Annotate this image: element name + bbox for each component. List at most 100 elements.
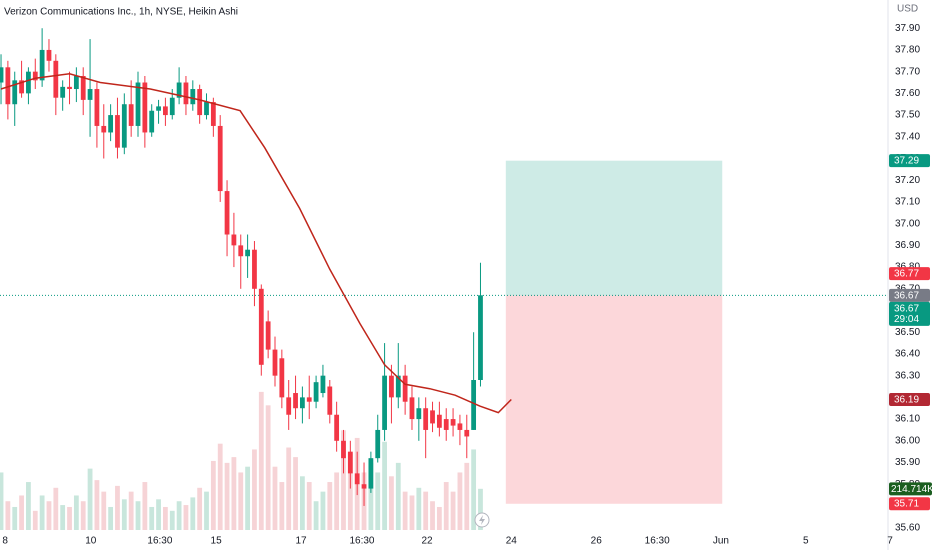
- y-tick-label: 35.60: [895, 522, 920, 533]
- x-tick-label: 16:30: [147, 536, 172, 547]
- price-tag-label: 35.71: [894, 499, 919, 510]
- candle-body: [32, 71, 38, 81]
- x-tick-label: 7: [887, 536, 893, 547]
- volume-bar: [457, 472, 463, 530]
- volume-bar: [156, 499, 161, 530]
- candle-body: [39, 49, 45, 81]
- candle-body: [163, 106, 168, 116]
- x-tick-label: 24: [506, 536, 518, 547]
- volume-bar: [121, 499, 127, 530]
- candle-body: [87, 89, 93, 100]
- volume-bar: [347, 453, 353, 530]
- candle-body: [101, 125, 107, 133]
- x-tick-label: 15: [211, 536, 223, 547]
- volume-bar: [258, 391, 264, 530]
- candle-body: [210, 102, 216, 126]
- x-tick-label: 26: [591, 536, 603, 547]
- candle-body: [423, 408, 429, 430]
- candle-body: [142, 82, 148, 133]
- candle-body: [478, 295, 483, 380]
- currency: USD: [897, 4, 918, 15]
- volume-bar: [149, 506, 155, 530]
- volume-bar: [73, 495, 79, 530]
- candle-body: [80, 76, 86, 100]
- candle-body: [279, 358, 285, 398]
- volume-bar: [94, 480, 100, 530]
- volume-tag-label: 214.714K: [891, 484, 932, 495]
- x-tick-label: 22: [421, 536, 433, 547]
- volume-bar: [210, 460, 216, 530]
- volume-bar: [272, 466, 278, 530]
- volume-bar: [464, 462, 470, 530]
- volume-bar: [46, 501, 52, 530]
- candle-body: [46, 49, 52, 61]
- price-tag-label: 37.29: [894, 156, 919, 167]
- candle-body: [471, 380, 477, 430]
- candle-body: [176, 82, 182, 98]
- candle-body: [450, 419, 456, 426]
- volume-bar: [478, 488, 483, 530]
- volume-bar: [279, 482, 285, 530]
- volume-bar: [231, 457, 237, 530]
- volume-bar: [115, 485, 120, 530]
- volume-bar: [423, 491, 429, 530]
- candle-body: [443, 419, 449, 430]
- candle-body: [135, 82, 141, 126]
- candle-body: [217, 125, 223, 192]
- volume-bar: [53, 487, 59, 530]
- volume-bar: [224, 462, 230, 530]
- volume-bar: [32, 510, 38, 530]
- icon-bolt: [479, 515, 485, 525]
- x-tick-label: 17: [295, 536, 307, 547]
- y-tick-label: 37.60: [895, 88, 920, 99]
- volume-bar: [252, 449, 257, 530]
- volume-bar: [402, 491, 408, 530]
- loss-zone: [505, 295, 723, 504]
- moving-average: [0, 73, 512, 414]
- candle-body: [12, 80, 18, 105]
- candle-body: [67, 86, 72, 90]
- candle-body: [156, 106, 161, 111]
- price-tag: [889, 267, 930, 281]
- price-tag-label: 36.67: [894, 303, 919, 314]
- candle-body: [416, 408, 422, 420]
- volume-bar: [443, 482, 449, 530]
- y-tick-label: 37.90: [895, 23, 920, 34]
- volume-bar: [135, 501, 141, 530]
- volume-bar: [368, 462, 374, 530]
- x-tick-label: 16:30: [645, 536, 670, 547]
- candle-body: [183, 82, 189, 105]
- price-tag-label: 36.67: [894, 290, 919, 301]
- replay-icon[interactable]: [474, 512, 490, 528]
- candle-body: [402, 375, 408, 402]
- volume-bar: [204, 491, 209, 530]
- y-tick-label: 36.10: [895, 414, 920, 425]
- candle-body: [169, 97, 175, 116]
- volume-bar: [176, 501, 182, 530]
- volume-bar: [12, 506, 18, 530]
- volume-bar: [299, 476, 305, 530]
- candle-body: [389, 375, 394, 398]
- volume-bar: [80, 501, 86, 530]
- candle-body: [94, 89, 100, 126]
- volume-bar: [450, 491, 456, 530]
- volume-bar: [409, 495, 415, 530]
- volume-bar: [87, 468, 93, 530]
- candle-body: [293, 393, 298, 409]
- volume-bar: [334, 472, 340, 530]
- candle-body: [190, 89, 196, 105]
- candle-body: [464, 429, 470, 437]
- candle-body: [258, 288, 264, 365]
- candle-body: [197, 89, 203, 116]
- y-tick-label: 36.00: [895, 435, 920, 446]
- candle-body: [457, 423, 463, 430]
- candle-body: [231, 234, 237, 246]
- candle-body: [0, 67, 4, 83]
- volume-bar: [19, 495, 24, 530]
- price-tag: [889, 497, 930, 511]
- volume-bar: [67, 506, 72, 530]
- price-tag: [889, 288, 930, 302]
- y-tick-label: 36.50: [895, 327, 920, 338]
- volume-bar: [375, 472, 381, 530]
- volume-bar: [142, 482, 148, 530]
